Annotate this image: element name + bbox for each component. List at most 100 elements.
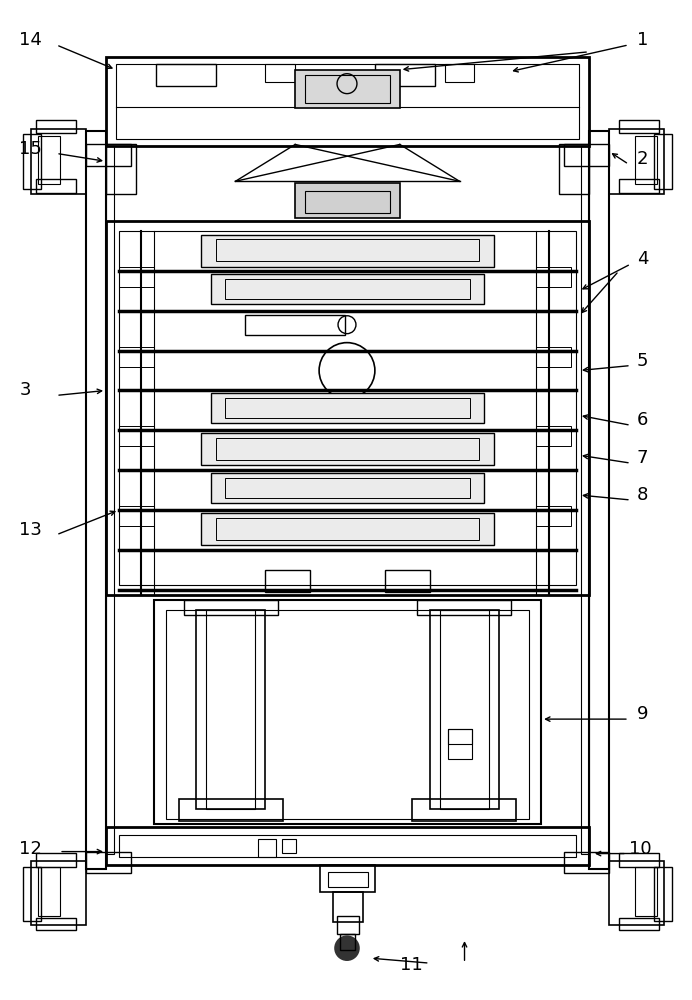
- Bar: [31, 129, 86, 194]
- Bar: [619, 179, 659, 193]
- Bar: [549, 426, 571, 446]
- Bar: [36, 120, 76, 133]
- Bar: [141, 426, 154, 446]
- Bar: [549, 347, 571, 367]
- Bar: [635, 136, 657, 184]
- Bar: [116, 64, 579, 139]
- Bar: [215, 518, 480, 540]
- Text: 11: 11: [400, 956, 423, 974]
- Bar: [654, 867, 672, 921]
- Bar: [141, 347, 154, 367]
- Bar: [38, 867, 60, 916]
- Text: 2: 2: [637, 150, 648, 168]
- Bar: [201, 433, 494, 465]
- Bar: [206, 610, 255, 809]
- Bar: [119, 426, 141, 446]
- Bar: [165, 610, 529, 819]
- Bar: [305, 191, 390, 213]
- Bar: [106, 57, 589, 146]
- Bar: [86, 144, 131, 166]
- Bar: [24, 867, 42, 921]
- Bar: [154, 600, 541, 824]
- Bar: [417, 600, 511, 615]
- Bar: [36, 853, 76, 867]
- Text: 1: 1: [637, 31, 648, 49]
- Bar: [258, 839, 276, 857]
- Bar: [106, 221, 589, 595]
- Bar: [448, 729, 473, 759]
- Bar: [119, 231, 576, 585]
- Bar: [412, 799, 516, 821]
- Bar: [448, 729, 473, 744]
- Bar: [210, 473, 484, 503]
- Bar: [183, 600, 278, 615]
- Bar: [179, 799, 283, 821]
- Bar: [305, 75, 390, 103]
- Bar: [564, 144, 609, 166]
- Bar: [38, 136, 60, 184]
- Bar: [654, 134, 672, 189]
- Bar: [439, 610, 489, 809]
- Bar: [536, 347, 549, 367]
- Bar: [86, 131, 106, 869]
- Bar: [337, 916, 359, 934]
- Bar: [36, 179, 76, 193]
- Bar: [141, 267, 154, 287]
- Bar: [226, 398, 469, 418]
- Text: 10: 10: [629, 840, 651, 858]
- Text: 12: 12: [19, 840, 42, 858]
- Bar: [119, 506, 141, 526]
- Bar: [24, 134, 42, 189]
- Bar: [559, 144, 589, 194]
- Bar: [119, 835, 576, 857]
- Text: 3: 3: [19, 381, 31, 399]
- Bar: [215, 239, 480, 261]
- Bar: [265, 570, 310, 592]
- Text: 8: 8: [637, 486, 648, 504]
- Bar: [536, 267, 549, 287]
- Bar: [549, 506, 571, 526]
- Bar: [430, 610, 500, 809]
- Bar: [210, 274, 484, 304]
- Bar: [215, 438, 480, 460]
- Bar: [141, 506, 154, 526]
- Bar: [246, 315, 345, 335]
- Bar: [581, 146, 589, 854]
- Text: 15: 15: [19, 140, 42, 158]
- Text: 9: 9: [637, 705, 648, 723]
- Bar: [210, 393, 484, 423]
- Bar: [295, 183, 400, 218]
- Text: 4: 4: [637, 250, 648, 268]
- Bar: [295, 70, 400, 108]
- Bar: [156, 64, 215, 86]
- Bar: [619, 853, 659, 867]
- Text: 7: 7: [637, 449, 648, 467]
- Bar: [106, 827, 589, 865]
- Bar: [444, 64, 475, 82]
- Bar: [282, 839, 296, 853]
- Text: 5: 5: [637, 352, 648, 370]
- Bar: [564, 852, 609, 873]
- Bar: [589, 131, 609, 869]
- Bar: [635, 867, 657, 916]
- Bar: [119, 267, 141, 287]
- Text: 13: 13: [19, 521, 42, 539]
- Bar: [328, 872, 368, 887]
- Bar: [31, 861, 86, 925]
- Circle shape: [335, 936, 359, 960]
- Bar: [619, 120, 659, 133]
- Bar: [609, 129, 664, 194]
- Bar: [265, 64, 295, 82]
- Bar: [320, 865, 375, 892]
- Bar: [619, 918, 659, 930]
- Bar: [36, 918, 76, 930]
- Bar: [549, 267, 571, 287]
- Bar: [375, 64, 435, 86]
- Text: 14: 14: [19, 31, 42, 49]
- Bar: [106, 146, 114, 854]
- Text: 6: 6: [637, 411, 648, 429]
- Bar: [536, 506, 549, 526]
- Bar: [119, 347, 141, 367]
- Bar: [385, 570, 430, 592]
- Bar: [201, 513, 494, 545]
